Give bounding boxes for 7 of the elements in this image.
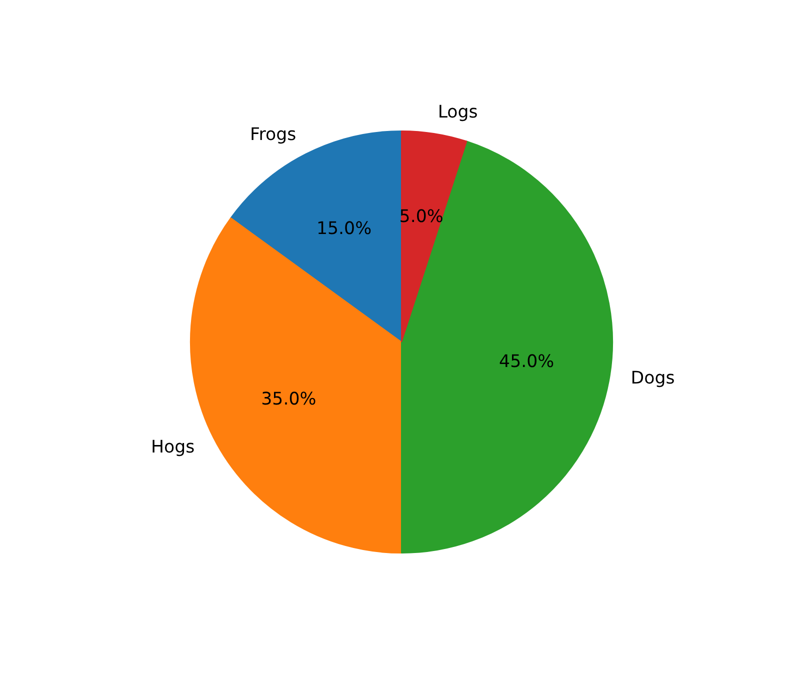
data-label: 15.0% xyxy=(316,219,372,240)
slice-label: Dogs xyxy=(630,368,675,388)
slice-label: Logs xyxy=(438,102,478,123)
data-label: 35.0% xyxy=(261,389,316,410)
data-label: 45.0% xyxy=(499,352,554,372)
slice-label: Frogs xyxy=(250,125,296,146)
slice-label: Hogs xyxy=(150,437,195,458)
